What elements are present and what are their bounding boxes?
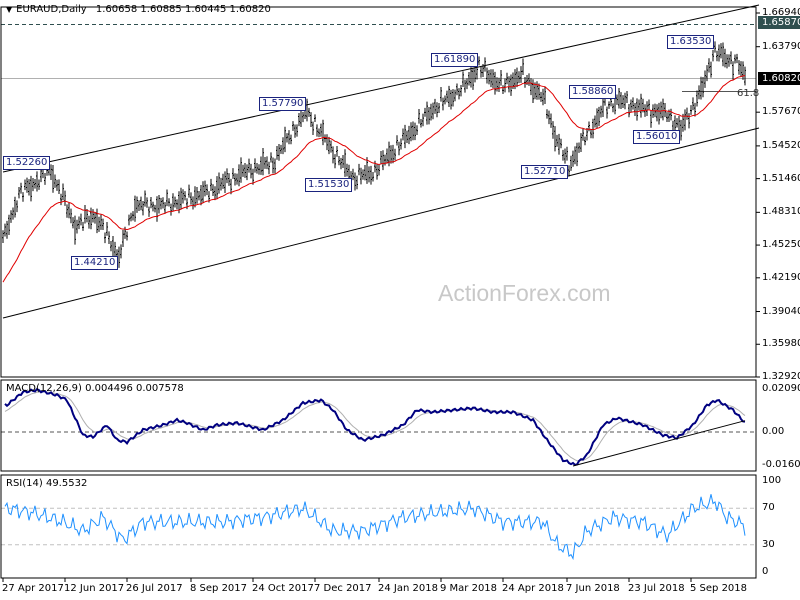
- x-tick-label: 9 Mar 2018: [440, 583, 498, 594]
- macd-title: MACD(12,26,9) 0.004496 0.007578: [6, 383, 184, 394]
- x-tick-label: 12 Jun 2017: [64, 583, 125, 594]
- y-tick-label: 1.45250: [762, 239, 800, 251]
- low-value: 1.60445: [184, 4, 227, 15]
- channel-lower-line: [2, 127, 760, 319]
- swing-price-label: 1.56010: [633, 129, 681, 144]
- moving-average-line: [2, 75, 746, 283]
- rsi-tick-label: 0: [762, 566, 769, 577]
- rsi-tick-label: 100: [762, 475, 782, 486]
- y-tick-label: 1.39040: [762, 305, 800, 317]
- channel-upper-line: [2, 4, 760, 173]
- y-tick-label: 1.32920: [762, 371, 800, 382]
- resistance-price-tag: 1.65870: [758, 16, 800, 29]
- macd-trendline: [572, 420, 746, 467]
- chart-header: ▼ EURAUD,Daily 1.60658 1.60885 1.60445 1.…: [6, 4, 271, 15]
- y-tick-label: 1.42190: [762, 271, 800, 283]
- x-tick-label: 24 Oct 2017: [252, 583, 314, 594]
- swing-price-label: 1.61890: [431, 53, 479, 68]
- dropdown-triangle-icon[interactable]: ▼: [6, 5, 13, 14]
- rsi-line: [4, 494, 746, 561]
- x-tick-label: 7 Dec 2017: [314, 583, 372, 594]
- x-tick-label: 24 Apr 2018: [502, 583, 564, 594]
- macd-line: [4, 387, 746, 466]
- fib-level-label: 61.8: [737, 88, 760, 99]
- current-price-tag: 1.60820: [758, 72, 800, 85]
- rsi-title: RSI(14) 49.5532: [6, 478, 88, 489]
- swing-price-label: 1.57790: [259, 96, 307, 111]
- y-tick-label: 1.63790: [762, 40, 800, 52]
- x-tick-label: 27 Apr 2017: [2, 583, 64, 594]
- x-tick-label: 7 Jun 2018: [566, 583, 620, 594]
- y-tick-label: 1.57670: [762, 106, 800, 118]
- high-value: 1.60885: [140, 4, 182, 15]
- x-tick-label: 24 Jan 2018: [378, 583, 438, 594]
- swing-price-label: 1.52260: [3, 156, 51, 171]
- close-value: 1.60820: [229, 4, 271, 15]
- swing-price-label: 1.52710: [521, 165, 569, 180]
- swing-price-label: 1.63530: [667, 35, 715, 50]
- y-tick-label: 1.66940: [762, 7, 800, 18]
- swing-price-label: 1.58860: [569, 85, 617, 100]
- watermark: ActionForex.com: [438, 280, 611, 306]
- macd-panel-frame: [0, 379, 757, 472]
- macd-tick-label: 0.00: [762, 426, 785, 438]
- macd-tick-label: -0.016023: [762, 459, 800, 470]
- y-tick-label: 1.35980: [762, 338, 800, 350]
- y-tick-label: 1.54520: [762, 139, 800, 151]
- x-tick-label: 23 Jul 2018: [628, 583, 685, 594]
- y-tick-label: 1.48310: [762, 206, 800, 218]
- rsi-tick-label: 70: [762, 502, 775, 514]
- rsi-tick-label: 30: [762, 538, 775, 550]
- swing-price-label: 1.51530: [305, 177, 353, 192]
- swing-price-label: 1.44210: [71, 256, 119, 271]
- x-tick-label: 5 Sep 2018: [690, 583, 748, 594]
- y-tick-label: 1.51460: [762, 172, 800, 184]
- open-value: 1.60658: [95, 4, 138, 15]
- rsi-panel-frame: [0, 474, 757, 579]
- main-panel-frame: [0, 6, 757, 378]
- x-tick-label: 26 Jul 2017: [126, 583, 183, 594]
- x-tick-label: 8 Sep 2017: [190, 583, 248, 594]
- macd-tick-label: 0.020904: [762, 383, 800, 394]
- symbol-label: EURAUD,Daily: [16, 4, 87, 15]
